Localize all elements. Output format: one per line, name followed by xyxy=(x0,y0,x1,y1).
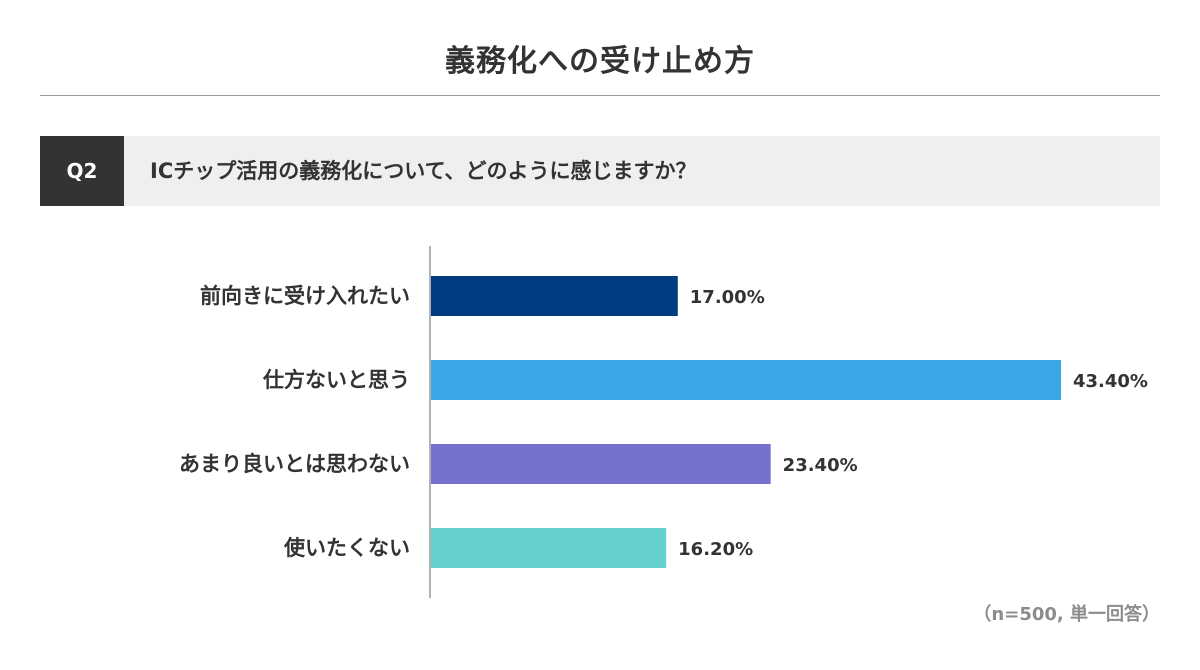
bar-1 xyxy=(431,276,678,316)
value-label-3: 23.40% xyxy=(783,455,858,476)
category-label-1: 前向きに受け入れたい xyxy=(200,284,410,308)
question-number-badge: Q2 xyxy=(40,136,124,206)
value-label-1: 17.00% xyxy=(690,287,765,308)
sample-size-note: （n=500, 単一回答） xyxy=(973,604,1160,625)
question-text: ICチップ活用の義務化について、どのように感じますか？ xyxy=(150,159,697,183)
value-label-4: 16.20% xyxy=(678,539,753,560)
bar-4 xyxy=(431,528,667,568)
category-label-3: あまり良いとは思わない xyxy=(179,452,410,476)
value-label-2: 43.40% xyxy=(1073,371,1148,392)
question-banner: Q2 ICチップ活用の義務化について、どのように感じますか？ xyxy=(40,136,1160,206)
page-title: 義務化への受け止め方 xyxy=(445,44,755,79)
category-label-4: 使いたくない xyxy=(283,536,410,560)
category-label-2: 仕方ないと思う xyxy=(262,368,410,392)
bar-2 xyxy=(431,360,1061,400)
title-divider xyxy=(40,95,1160,96)
bar-3 xyxy=(431,444,771,484)
